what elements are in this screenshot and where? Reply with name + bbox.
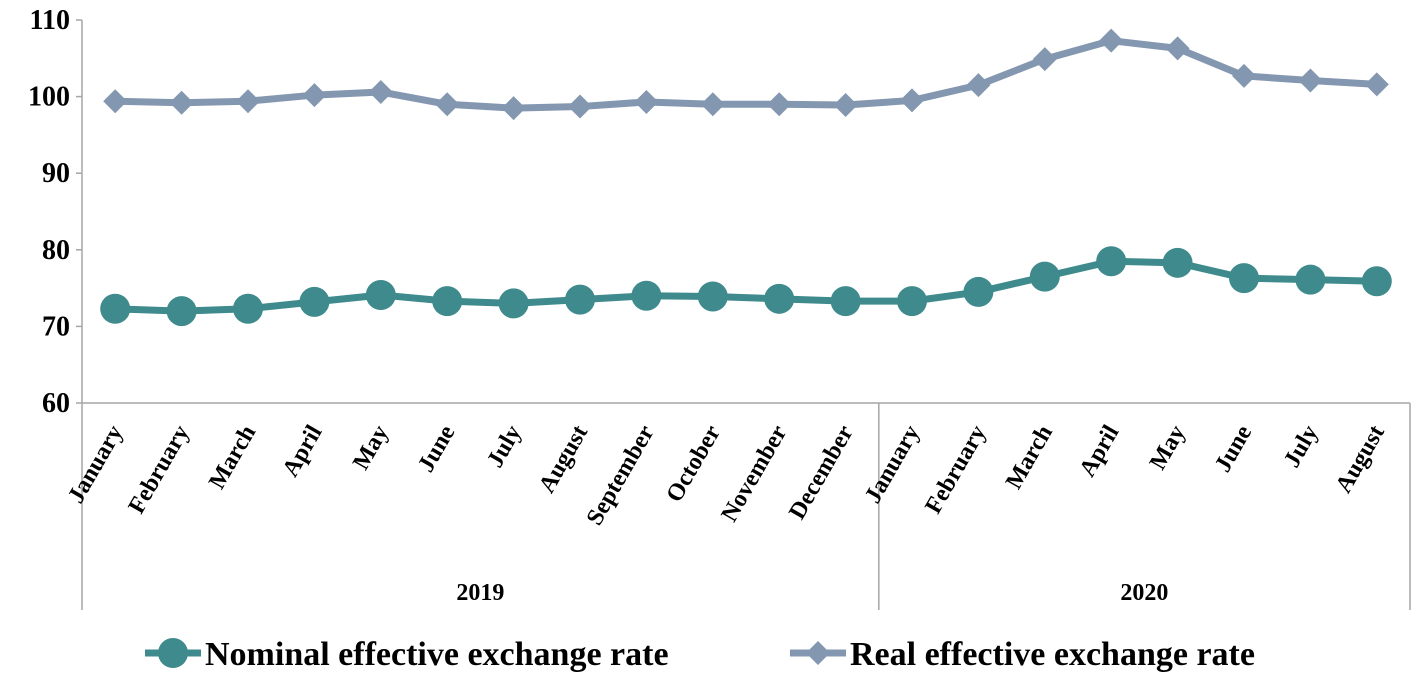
x-category-label: April — [1075, 421, 1125, 482]
x-category-label: September — [582, 421, 660, 530]
data-point — [900, 88, 924, 113]
data-point — [1298, 68, 1323, 93]
data-point — [1096, 246, 1127, 277]
x-category-label: October — [661, 421, 726, 507]
year-group-label: 2020 — [1120, 580, 1168, 606]
data-point — [236, 89, 260, 114]
data-point — [501, 96, 526, 121]
legend-swatch-marker — [806, 641, 830, 665]
data-point — [1165, 36, 1190, 61]
data-point — [631, 280, 662, 311]
data-point — [966, 73, 991, 98]
x-category-label: June — [1210, 421, 1257, 477]
series-real — [103, 28, 1389, 121]
y-tick-label: 60 — [42, 388, 70, 419]
year-group-label: 2019 — [456, 580, 504, 606]
chart-axes — [76, 19, 1411, 610]
x-category-label: July — [482, 421, 527, 472]
x-category-label: May — [1145, 421, 1191, 474]
x-category-label: February — [124, 421, 195, 518]
y-tick-label: 70 — [42, 311, 70, 342]
data-point — [1229, 263, 1259, 294]
x-category-label: May — [348, 421, 394, 474]
x-category-label: November — [717, 421, 793, 527]
x-category-label: December — [784, 421, 859, 524]
series-nominal — [100, 246, 1392, 327]
legend-item: Real effective exchange rate — [790, 636, 1255, 673]
x-category-label: March — [204, 421, 261, 494]
legend-label: Nominal effective exchange rate — [205, 636, 669, 673]
data-point — [565, 284, 595, 315]
x-category-label: January — [63, 421, 128, 508]
x-category-label: March — [1001, 421, 1058, 494]
data-point — [963, 276, 994, 307]
data-point — [1162, 247, 1193, 278]
legend-label: Real effective exchange rate — [850, 636, 1255, 673]
legend-swatch-marker — [158, 638, 188, 668]
legend-item: Nominal effective exchange rate — [145, 636, 669, 673]
data-point — [1029, 261, 1060, 292]
x-category-label: January — [860, 421, 925, 508]
x-category-label: February — [920, 421, 991, 518]
data-point — [1099, 28, 1124, 53]
data-point — [100, 293, 131, 324]
data-point — [833, 93, 858, 118]
data-point — [299, 286, 330, 317]
y-tick-label: 100 — [28, 82, 70, 113]
data-point — [169, 90, 194, 115]
y-tick-label: 110 — [30, 5, 70, 36]
data-point — [233, 293, 263, 324]
chart-legend: Nominal effective exchange rate Real effe… — [145, 636, 1255, 673]
data-point — [767, 92, 792, 117]
data-point — [1232, 63, 1256, 88]
data-point — [432, 286, 463, 317]
chart-series — [100, 28, 1392, 327]
data-point — [1361, 266, 1392, 297]
data-point — [302, 83, 327, 108]
data-point — [103, 89, 128, 114]
data-point — [1364, 72, 1389, 97]
x-category-label: July — [1279, 421, 1324, 472]
data-point — [568, 94, 592, 119]
data-point — [700, 92, 725, 117]
data-point — [634, 89, 659, 114]
x-axis-year-labels: 2019 2020 — [456, 580, 1168, 606]
x-category-label: August — [1331, 421, 1390, 498]
data-point — [897, 286, 927, 317]
x-category-label: April — [278, 421, 328, 482]
y-tick-label: 80 — [42, 235, 70, 266]
data-point — [697, 281, 728, 312]
data-point — [1295, 264, 1326, 295]
data-point — [435, 92, 460, 117]
y-axis-tick-labels: 60 70 80 90 100 110 — [28, 5, 70, 419]
data-point — [764, 283, 795, 314]
data-point — [1032, 47, 1057, 72]
data-point — [498, 288, 529, 319]
x-category-label: August — [534, 421, 593, 498]
y-tick-label: 90 — [42, 158, 70, 189]
series-line — [115, 37, 1378, 112]
data-point — [368, 80, 393, 105]
x-category-label: June — [413, 421, 460, 477]
data-point — [365, 279, 396, 310]
data-point — [830, 286, 861, 317]
data-point — [166, 296, 197, 327]
